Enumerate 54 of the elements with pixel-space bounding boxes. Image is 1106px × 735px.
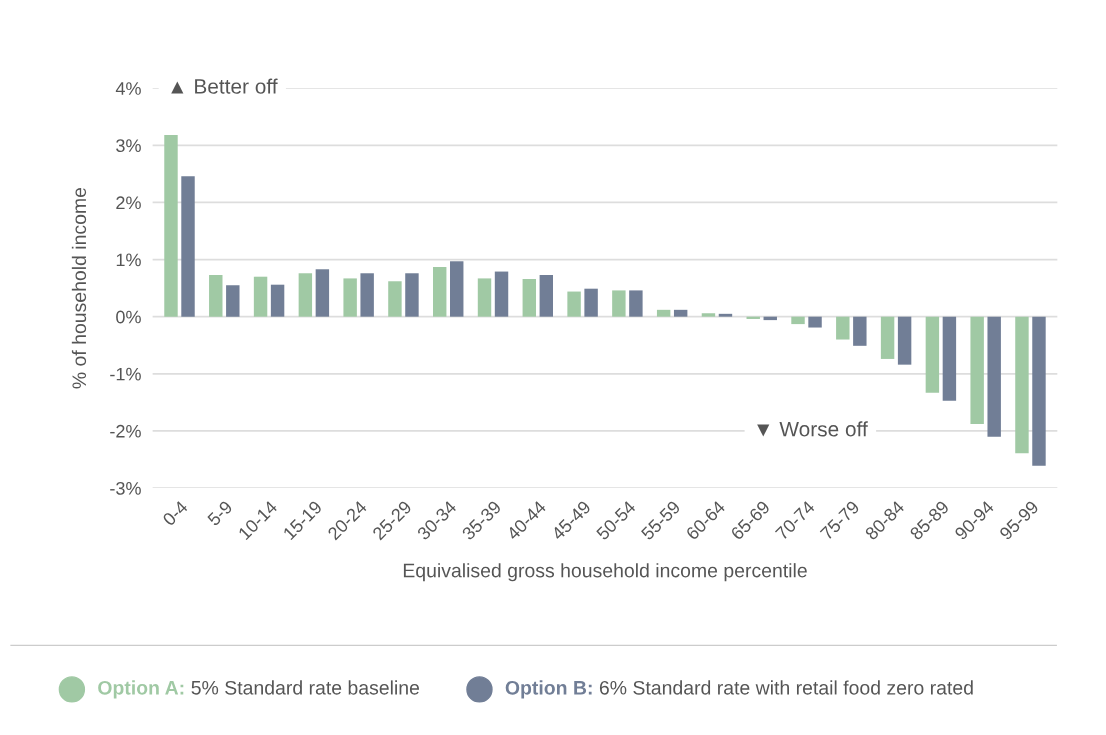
y-axis-title: % of household income	[71, 187, 87, 389]
y-tick-label: 1%	[116, 253, 141, 267]
bar	[181, 176, 195, 317]
y-tick-label: 3%	[116, 139, 141, 153]
bar	[450, 261, 464, 317]
bar	[253, 276, 268, 317]
bar	[209, 274, 223, 317]
bar	[315, 269, 330, 317]
bar	[405, 273, 419, 317]
legend-label: Option A: 5% Standard rate baseline	[98, 680, 420, 699]
y-tick-label: -3%	[110, 481, 141, 495]
bar	[718, 313, 733, 317]
y-tick-label: 2%	[116, 196, 141, 210]
y-tick-label: -1%	[110, 367, 141, 381]
bar	[360, 273, 374, 317]
bar	[433, 266, 447, 317]
bar	[880, 316, 895, 359]
bar	[897, 316, 912, 365]
bar	[836, 316, 850, 340]
bar	[494, 271, 509, 317]
bar	[388, 281, 402, 317]
bar	[539, 274, 554, 317]
bar	[522, 278, 537, 317]
bar	[567, 291, 581, 317]
bar	[791, 316, 805, 325]
bar	[853, 316, 867, 346]
bar	[629, 290, 643, 317]
bar	[656, 309, 671, 317]
bar	[226, 285, 240, 317]
bar	[1032, 316, 1046, 466]
y-tick-label: 4%	[115, 82, 141, 95]
bar	[612, 290, 626, 317]
bar	[808, 316, 822, 328]
bar	[164, 135, 178, 317]
legend-label: Option B: 6% Standard rate with retail food zero rated	[505, 680, 973, 699]
bar	[673, 309, 688, 317]
bar	[1015, 316, 1029, 454]
bar	[970, 316, 984, 425]
y-tick-label: 0%	[116, 310, 141, 324]
bar	[925, 316, 940, 393]
bar	[343, 278, 357, 317]
annotation: ▲ Better off	[171, 78, 278, 94]
annotation: ▼ Worse off	[757, 421, 868, 437]
x-axis-title: Equivalised gross household income percentile	[403, 563, 807, 582]
bar	[942, 316, 957, 401]
y-tick-label: -2%	[110, 424, 141, 438]
x-tick-label: 5-9	[206, 500, 234, 527]
bar	[584, 288, 598, 317]
x-tick-label: 0-4	[161, 499, 189, 527]
bar	[477, 278, 492, 317]
bar	[701, 313, 716, 317]
bar	[270, 284, 285, 317]
bar	[987, 316, 1001, 437]
bar	[298, 273, 313, 317]
